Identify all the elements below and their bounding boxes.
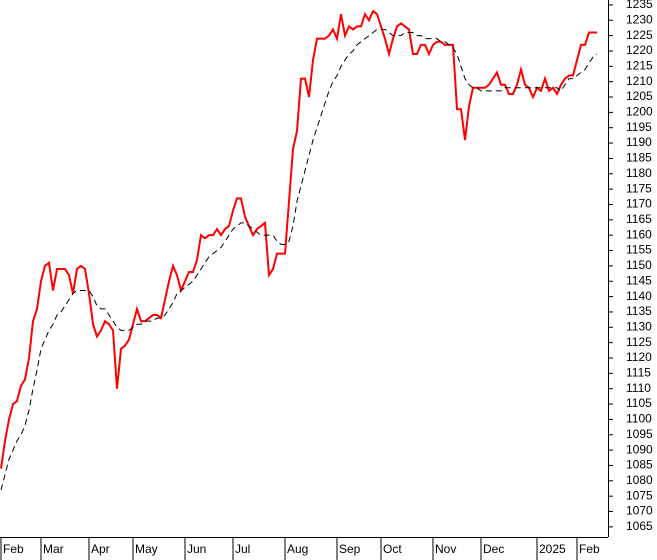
y-tick-label: 1225: [626, 28, 653, 42]
x-tick-label: Jun: [187, 542, 206, 556]
y-tick-label: 1110: [626, 381, 651, 395]
y-tick-label: 1115: [626, 366, 651, 380]
x-tick-label: Feb: [579, 542, 600, 556]
y-tick-label: 1080: [626, 473, 653, 487]
x-tick-label: Apr: [91, 542, 110, 556]
y-tick-label: 1190: [626, 135, 652, 149]
x-tick-label: Dec: [483, 542, 504, 556]
y-tick-label: 1175: [626, 181, 652, 195]
y-tick-label: 1195: [626, 120, 652, 134]
x-tick-label: Nov: [435, 542, 456, 556]
y-tick-label: 1150: [626, 258, 652, 272]
y-tick-label: 1185: [626, 151, 652, 165]
x-tick-label: May: [135, 542, 158, 556]
y-tick-label: 1235: [626, 0, 653, 11]
y-tick-label: 1125: [626, 335, 652, 349]
y-tick-label: 1205: [626, 89, 653, 103]
x-tick-label: Mar: [43, 542, 64, 556]
y-tick-label: 1220: [626, 43, 653, 57]
y-tick-label: 1090: [626, 442, 653, 456]
series-line: [0, 9, 597, 469]
x-tick-label: Oct: [383, 542, 402, 556]
y-tick-label: 1105: [626, 396, 652, 410]
y-tick-label: 1065: [626, 519, 653, 533]
y-tick-label: 1135: [626, 304, 652, 318]
y-tick-label: 1085: [626, 458, 653, 472]
x-tick-label: Feb: [3, 542, 24, 556]
y-tick-label: 1170: [626, 197, 652, 211]
y-tick-label: 1165: [626, 212, 652, 226]
y-tick-label: 1180: [626, 166, 652, 180]
y-tick-label: 1215: [626, 58, 653, 72]
y-tick-label: 1120: [626, 350, 652, 364]
y-tick-label: 1210: [626, 74, 653, 88]
y-tick-label: 1145: [626, 273, 652, 287]
y-tick-label: 1095: [626, 427, 653, 441]
y-tick-label: 1230: [626, 12, 653, 26]
y-tick-label: 1070: [626, 504, 653, 518]
y-tick-label: 1140: [626, 289, 652, 303]
y-tick-label: 1075: [626, 488, 653, 502]
x-tick-label: Jul: [235, 542, 250, 556]
y-tick-label: 1100: [626, 412, 652, 426]
x-tick-label: 2025: [539, 542, 566, 556]
x-tick-label: Sep: [339, 542, 361, 556]
y-tick-label: 1160: [626, 227, 652, 241]
y-tick-label: 1130: [626, 319, 652, 333]
y-tick-label: 1155: [626, 243, 652, 257]
x-tick-label: Aug: [287, 542, 308, 556]
y-tick-label: 1200: [626, 105, 653, 119]
series-line: [0, 28, 598, 491]
